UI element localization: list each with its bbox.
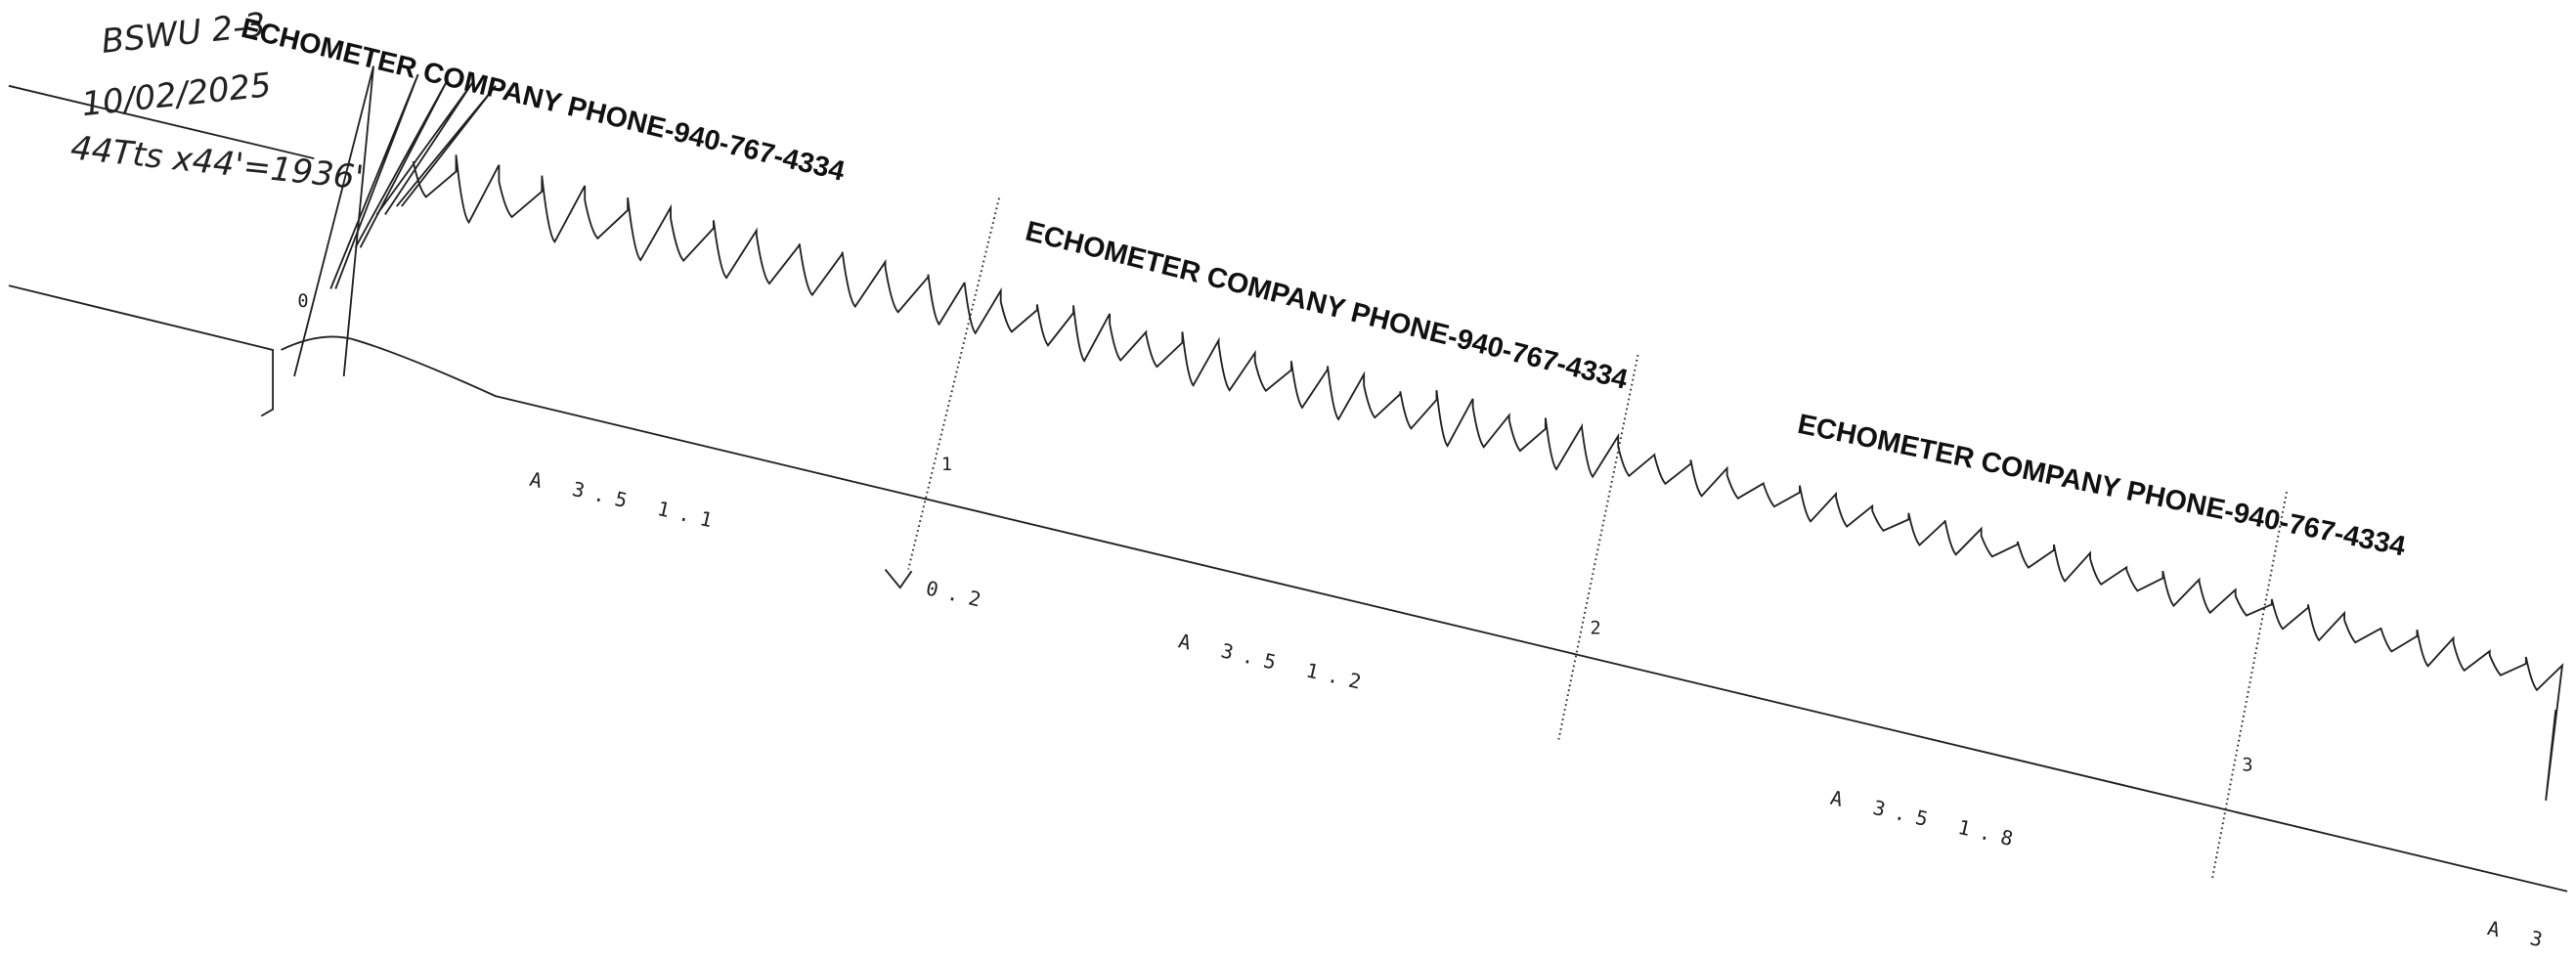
waveform-trace (293, 65, 375, 377)
waveform-trace (354, 78, 449, 248)
annotation: 0.2 (924, 576, 993, 613)
shot-divider (1557, 354, 1639, 740)
scale-label: A 3.5 1.2 (1176, 629, 1373, 696)
baseline (8, 284, 2568, 893)
marker: 3 (2242, 756, 2252, 776)
marker: 1 (941, 455, 952, 475)
waveform-trace (375, 81, 474, 216)
check-mark (884, 568, 913, 589)
depth-note: 44Tts x44'=1936' (69, 128, 366, 196)
upper-edge (8, 84, 315, 159)
marker: 0 (297, 291, 308, 312)
waveform-trace (396, 85, 497, 207)
scale-label: A 3.5 1.1 (528, 467, 724, 535)
date: 10/02/2025 (80, 65, 274, 123)
waveform-trace (412, 154, 2564, 802)
stamp: ECHOMETER COMPANY PHONE-940-767-4334 (1795, 409, 2408, 563)
waveform (293, 65, 2564, 802)
marker: 2 (1590, 618, 1600, 638)
stamp: ECHOMETER COMPANY PHONE-940-767-4334 (1023, 216, 1631, 396)
scale-label: A 3.5 1.8 (1828, 786, 2025, 853)
scale-label: A 3 (2485, 916, 2554, 953)
shot-divider (2211, 491, 2289, 879)
waveform-trace (329, 73, 419, 289)
